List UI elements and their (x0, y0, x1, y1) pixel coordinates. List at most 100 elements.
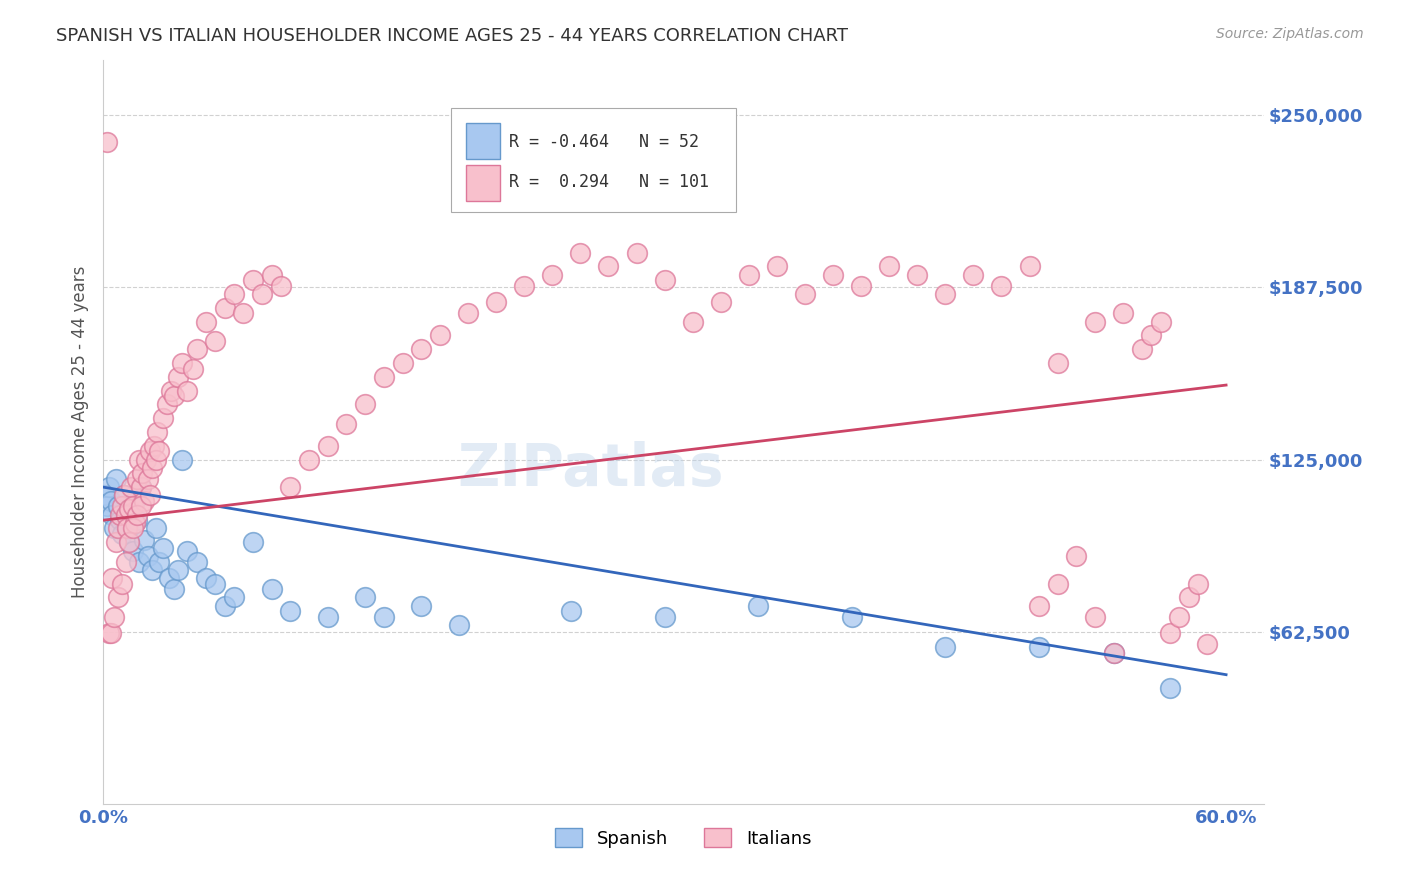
Point (990, 278, 1012, 293)
Point (1159, 681, 1181, 696)
Point (124, 516, 146, 530)
Point (841, 609, 863, 624)
Point (654, 609, 676, 624)
Point (96, 500, 118, 514)
Point (120, 480, 142, 494)
Point (136, 549, 159, 563)
Point (250, 287, 273, 301)
Point (107, 521, 129, 535)
Point (142, 439, 165, 453)
Point (125, 508, 148, 522)
Point (135, 452, 157, 467)
Point (139, 444, 162, 458)
Text: SPANISH VS ITALIAN HOUSEHOLDER INCOME AGES 25 - 44 YEARS CORRELATION CHART: SPANISH VS ITALIAN HOUSEHOLDER INCOME AG… (56, 27, 848, 45)
Point (1112, 306, 1135, 320)
Point (105, 535, 128, 549)
Point (120, 500, 142, 514)
Point (457, 306, 479, 320)
Point (278, 480, 301, 494)
Point (260, 268, 283, 282)
Text: Source: ZipAtlas.com: Source: ZipAtlas.com (1216, 27, 1364, 41)
Point (747, 599, 769, 613)
Point (354, 397, 377, 411)
Point (1084, 315, 1107, 329)
Point (513, 278, 536, 293)
FancyBboxPatch shape (467, 165, 501, 201)
Point (934, 287, 956, 301)
Point (1084, 609, 1107, 624)
FancyBboxPatch shape (451, 108, 735, 212)
Point (429, 328, 451, 343)
Point (129, 480, 152, 494)
Point (145, 452, 167, 467)
Text: R =  0.294   N = 101: R = 0.294 N = 101 (509, 173, 709, 192)
Point (905, 268, 928, 282)
Point (1102, 646, 1125, 660)
Point (1187, 576, 1209, 591)
Point (278, 604, 301, 618)
Point (152, 411, 174, 425)
Point (114, 555, 136, 569)
Point (112, 488, 135, 502)
Point (114, 508, 136, 522)
Point (122, 543, 145, 558)
Point (156, 397, 179, 411)
Point (108, 513, 131, 527)
Point (214, 301, 236, 315)
Point (224, 287, 246, 301)
Point (1018, 260, 1040, 274)
Point (447, 618, 470, 632)
Point (195, 315, 218, 329)
Point (214, 599, 236, 613)
Point (117, 521, 139, 535)
Point (163, 582, 186, 597)
Point (391, 356, 413, 370)
Legend: Spanish, Italians: Spanish, Italians (548, 821, 818, 855)
Point (148, 555, 170, 569)
Point (122, 500, 145, 514)
Point (260, 582, 283, 597)
Text: ZIPatlas: ZIPatlas (457, 441, 724, 498)
Point (316, 439, 339, 453)
Point (96, 136, 118, 150)
Y-axis label: Householder Income Ages 25 - 44 years: Householder Income Ages 25 - 44 years (72, 266, 89, 599)
Point (195, 571, 218, 585)
Point (118, 502, 141, 516)
Point (1028, 599, 1050, 613)
Point (107, 500, 129, 514)
Point (232, 306, 254, 320)
Point (1149, 315, 1171, 329)
Point (270, 278, 292, 293)
Point (146, 425, 169, 439)
Point (167, 563, 190, 577)
Point (335, 417, 357, 431)
Point (181, 361, 204, 376)
Point (411, 342, 433, 356)
Point (204, 576, 226, 591)
Point (1028, 640, 1050, 654)
Point (569, 245, 592, 260)
Point (1066, 549, 1088, 563)
Point (100, 494, 122, 508)
Point (122, 521, 145, 535)
Point (129, 480, 152, 494)
Point (114, 508, 136, 522)
Point (1177, 591, 1199, 605)
Point (316, 609, 339, 624)
Point (125, 472, 148, 486)
FancyBboxPatch shape (467, 123, 501, 160)
Point (170, 452, 193, 467)
Point (766, 260, 789, 274)
Point (298, 452, 321, 467)
Point (1197, 637, 1219, 651)
Point (186, 342, 208, 356)
Point (141, 460, 163, 475)
Point (242, 273, 264, 287)
Point (108, 508, 131, 522)
Point (1159, 626, 1181, 640)
Point (710, 295, 733, 310)
Point (107, 591, 129, 605)
Point (118, 535, 141, 549)
Point (411, 599, 433, 613)
Point (124, 494, 146, 508)
